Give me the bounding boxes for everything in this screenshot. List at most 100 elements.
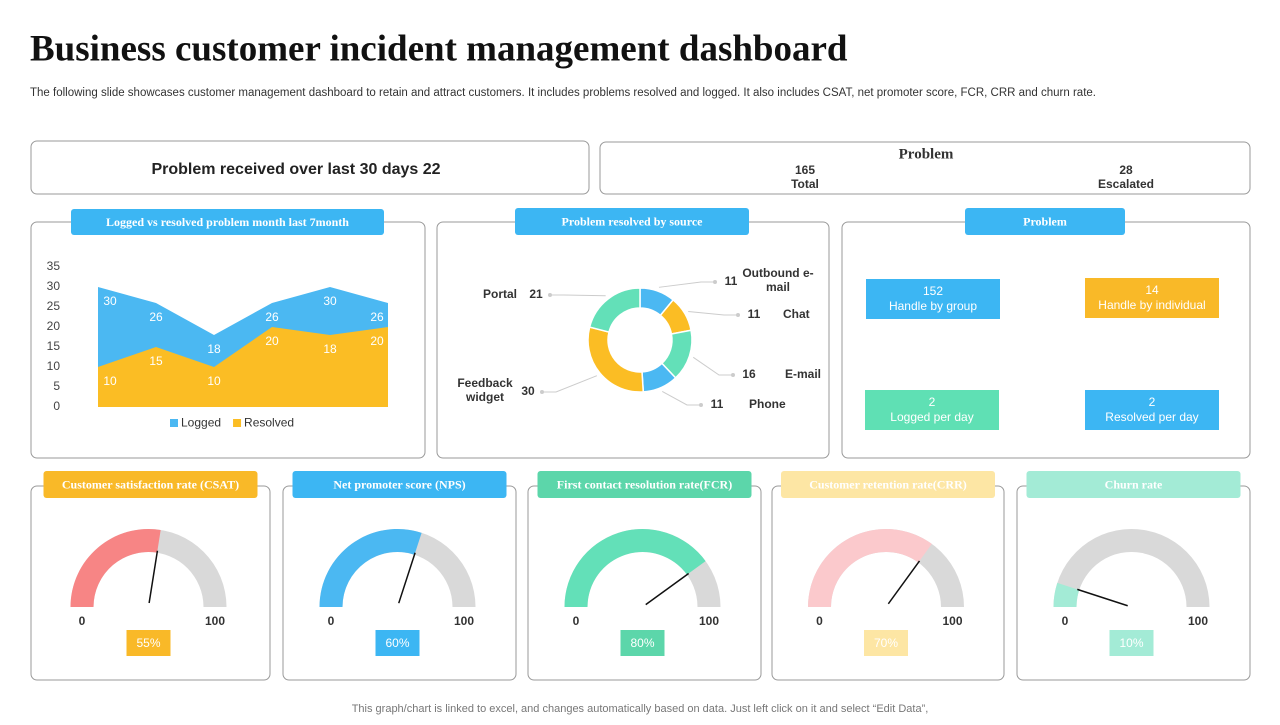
gauge-badge [620,630,665,656]
panel-header-text: Problem resolved by source [562,214,704,228]
leader-line [688,310,738,316]
y-tick-label: 30 [47,279,61,293]
tile-value: 2 [1149,395,1156,409]
panel-header-text: Churn rate [1105,477,1163,491]
panel-header [965,208,1125,235]
data-label: 30 [323,294,337,308]
tile-value: 2 [929,395,936,409]
donut-value: 11 [711,397,724,411]
escalated-value: 28 [1119,163,1133,177]
gauge-tick-label: 100 [1188,614,1208,628]
panel-header-text: Logged vs resolved problem month last 7m… [106,215,349,229]
leader-dot [736,313,740,317]
gauge-needle [887,560,921,605]
gauge-tick-label: 0 [573,614,580,628]
tile-value: 152 [923,284,943,298]
panel-header [71,209,384,235]
leader-dot [713,280,717,284]
panel-header [43,471,258,498]
y-tick-label: 10 [47,359,61,373]
data-label: 15 [149,354,163,368]
tile [866,279,1000,319]
gauge-tick-label: 0 [816,614,823,628]
donut-value: 30 [521,384,535,398]
gauge-needle [645,572,690,606]
legend-swatch [170,419,178,427]
gauge-badge [864,630,908,656]
tile [865,390,999,430]
tile-value: 14 [1145,283,1159,297]
leader-line [550,294,606,297]
tile [1085,278,1219,318]
gauge-value-label: 80% [630,636,654,650]
gauge-tick-label: 100 [205,614,225,628]
y-tick-label: 15 [47,339,61,353]
gauge-needle [398,552,416,604]
leader-line [661,390,701,406]
tile-label: Handle by group [889,299,977,313]
panel-header [292,471,507,498]
legend-label: Resolved [244,416,294,430]
panel-header-text: Customer satisfaction rate (CSAT) [62,477,239,491]
gauge-value-arc [319,529,422,607]
gauge-needle [1077,588,1128,607]
y-tick-label: 5 [53,379,60,393]
panel-header [1026,471,1241,498]
data-label: 20 [265,334,279,348]
panel [436,221,830,459]
gauge-tick-label: 0 [79,614,86,628]
donut-segment [588,287,641,333]
gauge-badge [375,630,420,656]
gauge-value-arc [808,529,932,607]
total-label: Total [791,177,819,191]
gauge-value-label: 60% [385,636,409,650]
leader-dot [540,390,544,394]
gauge-value-label: 70% [874,636,898,650]
panel-header-text: Net promoter score (NPS) [333,477,465,491]
gauge-track [1053,529,1210,607]
tile [1085,390,1219,430]
donut-label: Phone [749,397,786,411]
donut-value: 21 [529,287,543,301]
donut-label: Feedback widget [457,376,513,404]
gauge-value-label: 10% [1119,636,1143,650]
footer: This graph/chart is linked to excel, and… [352,703,929,715]
data-label: 30 [103,294,117,308]
leader-line [692,356,733,376]
y-tick-label: 0 [53,399,60,413]
escalated-label: Escalated [1098,177,1154,191]
tile-label: Handle by individual [1098,298,1205,312]
donut-label-box: Outbound e-mail [742,266,813,294]
donut-value: 11 [748,307,761,321]
data-label: 26 [149,310,163,324]
data-label: 26 [370,310,384,324]
panel-header-text: First contact resolution rate(FCR) [557,477,732,491]
panel-header [781,471,995,498]
gauge-badge [126,630,171,656]
donut-label: Chat [783,307,810,321]
leader-dot [699,403,703,407]
problem-totals-title: Problem [899,146,954,162]
data-label: 18 [207,342,221,356]
summary-box [30,140,590,195]
gauge-tick-label: 100 [454,614,474,628]
donut-value: 11 [725,274,738,288]
gauge-badge [1109,630,1154,656]
panel-header [537,471,752,498]
gauge-tick-label: 100 [699,614,719,628]
data-label: 10 [207,374,221,388]
y-tick-label: 20 [47,319,61,333]
data-label: 26 [265,310,279,324]
problem-totals-box [599,141,1251,195]
leader-dot [548,293,552,297]
page-subtitle: The following slide showcases customer m… [30,87,1096,99]
donut-label-box: Feedback widget [457,376,513,404]
legend-swatch [233,419,242,427]
tile-label: Resolved per day [1105,410,1198,424]
panel-header-text: Problem [1023,214,1067,228]
donut-value: 16 [742,367,756,381]
y-tick-label: 35 [47,259,61,273]
gauge-value-arc [70,529,161,607]
